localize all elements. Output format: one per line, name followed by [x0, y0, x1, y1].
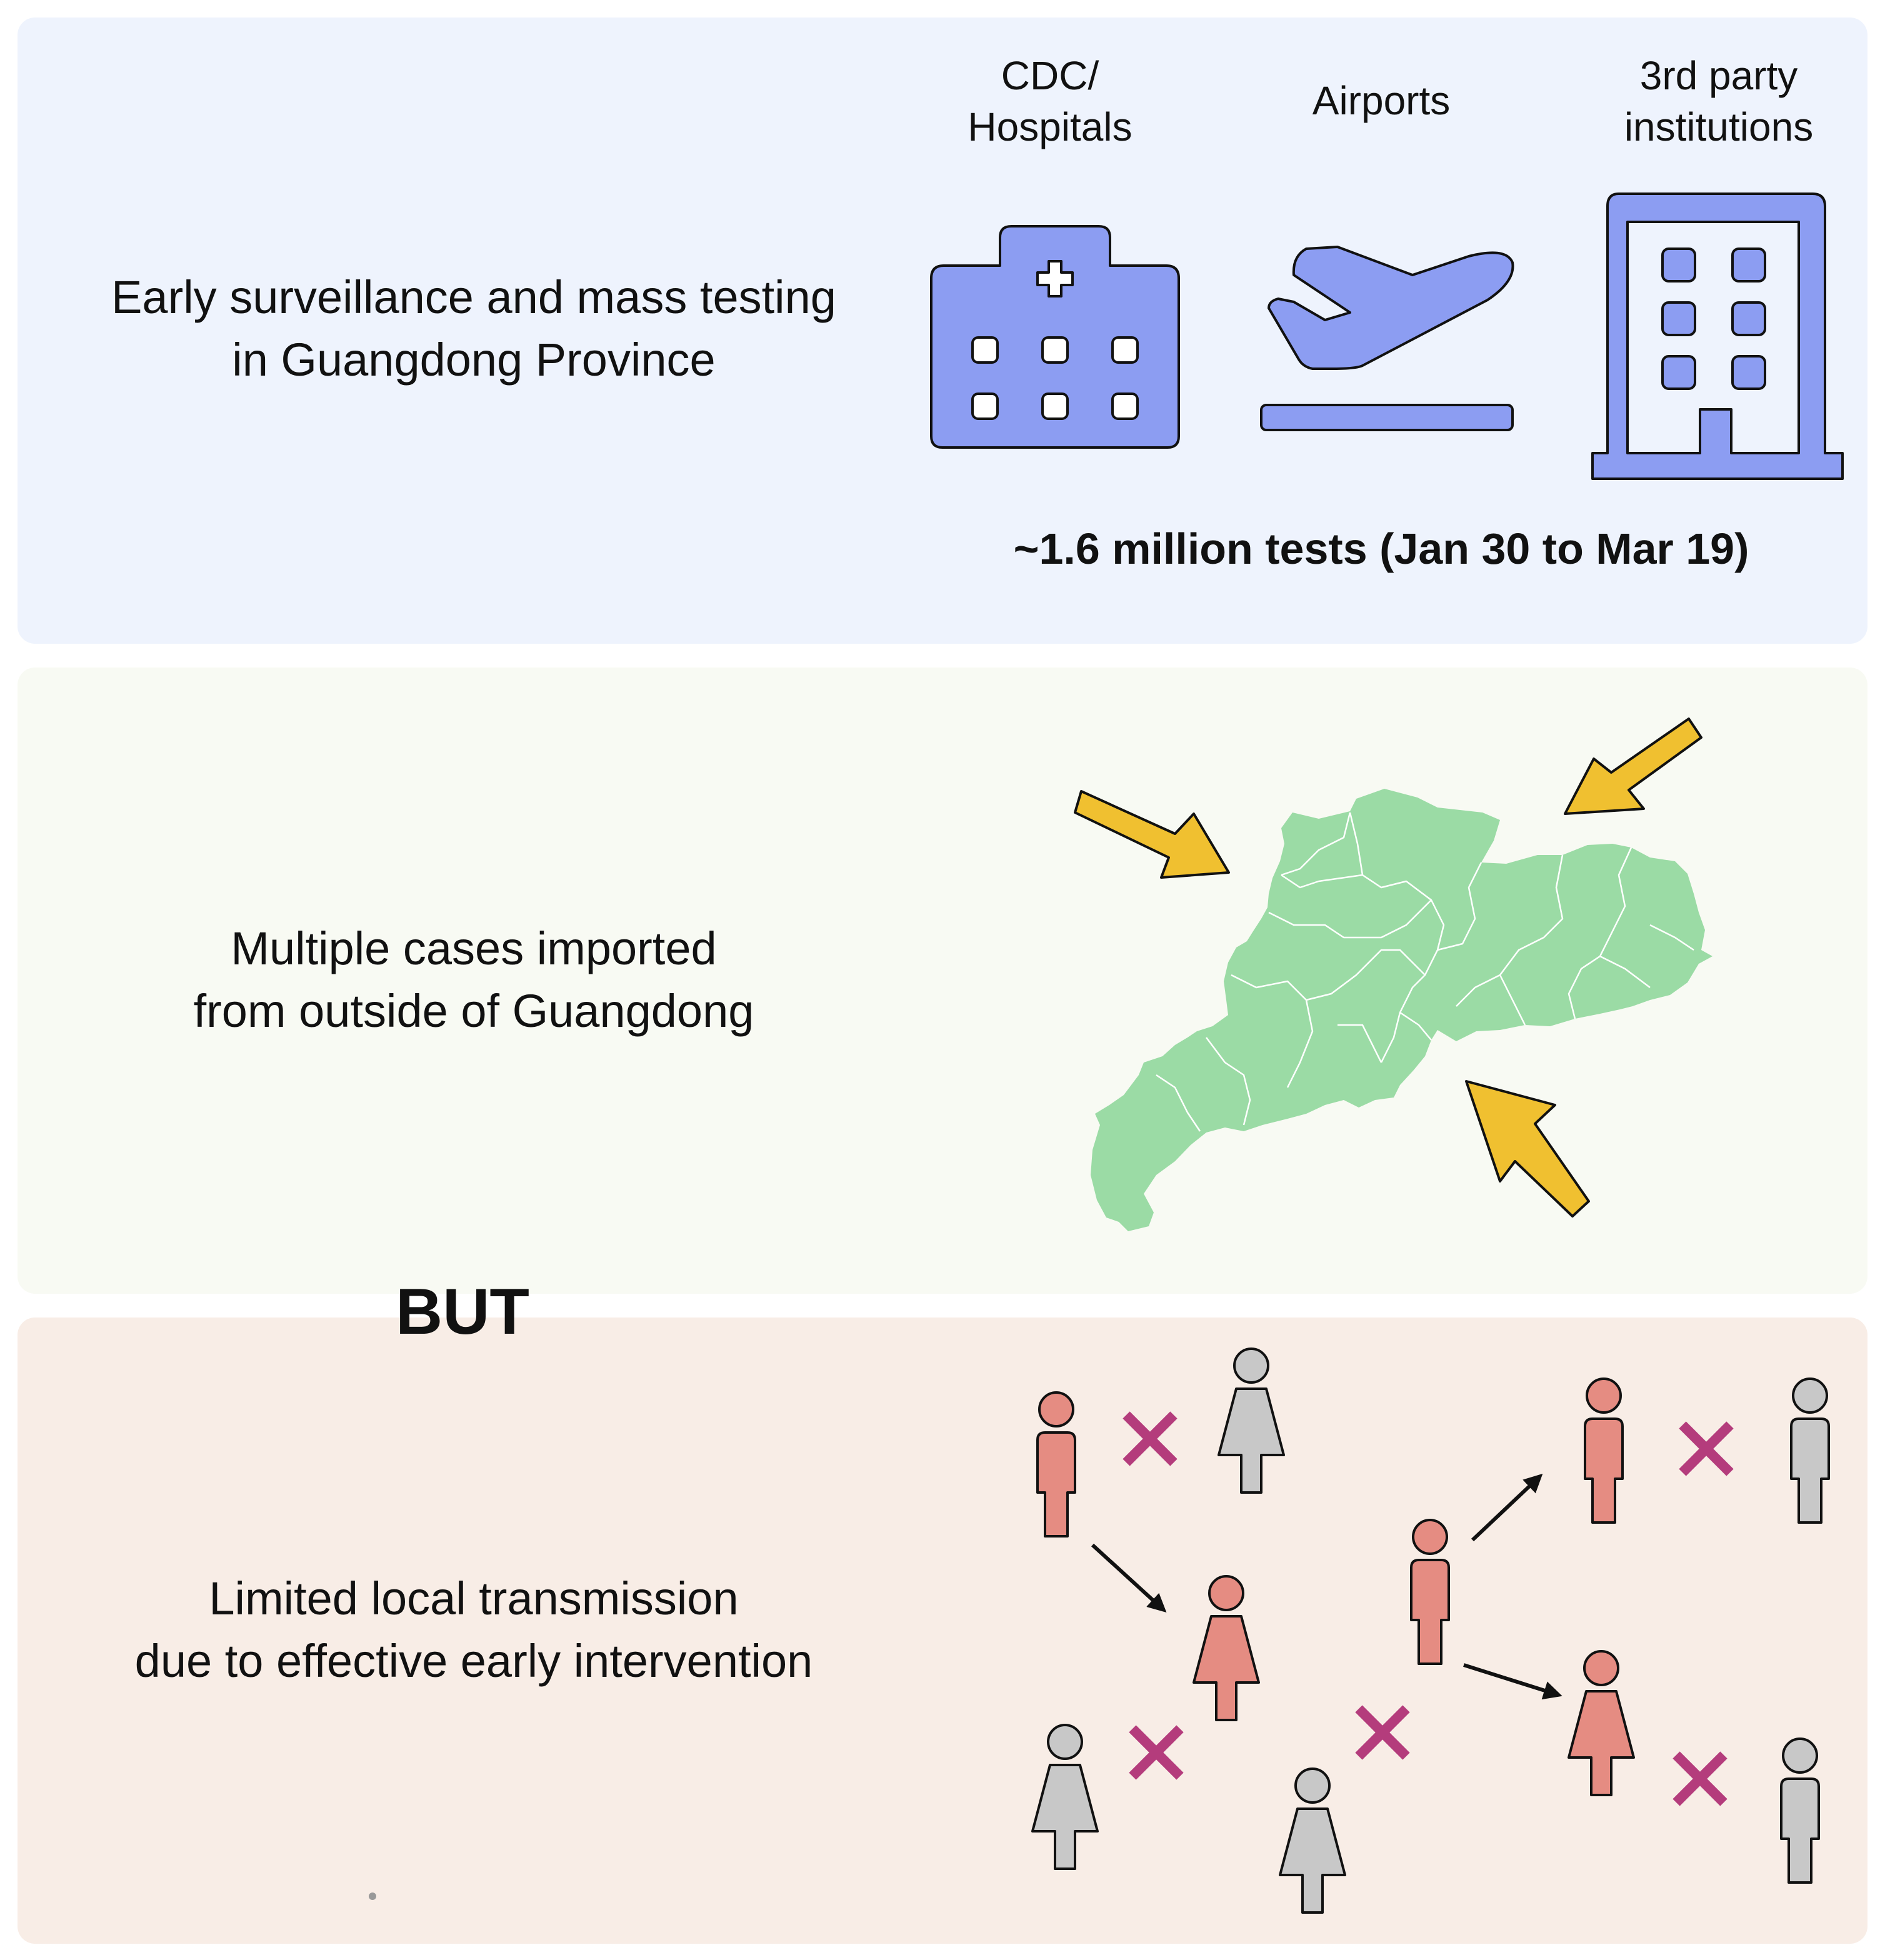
person-icon — [1410, 1519, 1450, 1665]
incoming-arrow-icon — [1074, 790, 1230, 879]
cdc-hospitals-label-line: Hospitals — [968, 104, 1132, 149]
transmission-heading-line: due to effective early intervention — [134, 1635, 813, 1687]
office-building-icon — [1591, 192, 1844, 480]
person-icon — [1568, 1650, 1635, 1796]
surveillance-heading-line: in Guangdong Province — [232, 334, 716, 386]
airplane-departure-icon — [1260, 246, 1514, 431]
transmission-graph — [1031, 1348, 1830, 1914]
importation-heading-line: from outside of Guangdong — [193, 985, 754, 1037]
person-icon — [1036, 1391, 1076, 1538]
person-icon — [1584, 1378, 1624, 1524]
incoming-arrow-icon — [1465, 1080, 1590, 1218]
cross-icon — [1355, 1705, 1410, 1760]
but-connector-label: BUT — [396, 1276, 529, 1348]
transmission-arrow-icon — [1471, 1473, 1543, 1542]
hospital-icon — [930, 225, 1180, 449]
transmission-heading: Limited local transmission due to effect… — [42, 1568, 905, 1692]
third-party-label-line: institutions — [1624, 104, 1814, 149]
airports-label: Airports — [1250, 75, 1512, 126]
cdc-hospitals-label-line: CDC/ — [1001, 53, 1099, 98]
transmission-arrow-icon — [1463, 1663, 1562, 1700]
third-party-label-line: 3rd party — [1639, 53, 1798, 98]
airports-label-line: Airports — [1312, 78, 1451, 123]
transmission-arrow-icon — [1091, 1543, 1167, 1613]
cross-icon — [1129, 1725, 1184, 1780]
cross-icon — [1672, 1751, 1728, 1806]
cdc-hospitals-label: CDC/ Hospitals — [919, 50, 1181, 152]
guangdong-map — [1091, 789, 1712, 1231]
incoming-arrow-icon — [1564, 718, 1702, 815]
person-icon — [1192, 1575, 1260, 1721]
person-icon — [1218, 1348, 1285, 1494]
person-icon — [1780, 1738, 1820, 1884]
surveillance-heading-line: Early surveillance and mass testing — [111, 271, 836, 323]
importation-heading: Multiple cases imported from outside of … — [42, 918, 905, 1042]
third-party-institutions-label: 3rd party institutions — [1575, 50, 1862, 152]
tests-count-summary: ~1.6 million tests (Jan 30 to Mar 19) — [1013, 524, 1749, 573]
person-icon — [1790, 1378, 1830, 1524]
transmission-heading-line: Limited local transmission — [209, 1572, 739, 1624]
marker-dot — [369, 1892, 376, 1900]
surveillance-heading: Early surveillance and mass testing in G… — [42, 266, 905, 391]
person-icon — [1279, 1768, 1346, 1914]
importation-heading-line: Multiple cases imported — [231, 922, 717, 974]
transmission-panel: Limited local transmission due to effect… — [18, 1318, 1868, 1944]
cross-icon — [1679, 1421, 1734, 1476]
person-icon — [1031, 1724, 1099, 1870]
cross-icon — [1122, 1411, 1178, 1466]
